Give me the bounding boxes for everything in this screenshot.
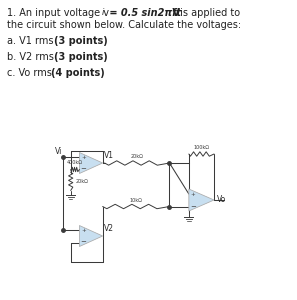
Text: +: + <box>81 228 86 233</box>
Polygon shape <box>79 152 103 173</box>
Text: V1: V1 <box>104 151 114 160</box>
Text: b. V2 rms: b. V2 rms <box>7 52 57 62</box>
Text: −: − <box>80 239 86 245</box>
Text: c. Vo rms: c. Vo rms <box>7 68 55 78</box>
Text: (3 points): (3 points) <box>54 52 108 62</box>
Text: Vi: Vi <box>55 147 63 156</box>
Text: V: V <box>168 8 179 18</box>
Text: the circuit shown below. Calculate the voltages:: the circuit shown below. Calculate the v… <box>7 20 241 30</box>
Text: 20kΩ: 20kΩ <box>131 154 143 159</box>
Text: = 0.5 sin2πft: = 0.5 sin2πft <box>105 8 181 18</box>
Text: 400kΩ: 400kΩ <box>67 160 83 166</box>
Text: +: + <box>190 191 195 196</box>
Text: 1. An input voltage v: 1. An input voltage v <box>7 8 109 18</box>
Text: Vo: Vo <box>217 196 226 205</box>
Text: 10kΩ: 10kΩ <box>129 197 143 202</box>
Polygon shape <box>79 226 103 247</box>
Text: −: − <box>190 204 196 210</box>
Text: (3 points): (3 points) <box>54 36 108 46</box>
Text: +: + <box>81 155 86 160</box>
Text: 20kΩ: 20kΩ <box>75 179 89 184</box>
Text: −: − <box>80 166 86 172</box>
Text: a. V1 rms: a. V1 rms <box>7 36 56 46</box>
Polygon shape <box>189 189 214 211</box>
Text: V2: V2 <box>104 224 114 233</box>
Text: i: i <box>102 8 104 17</box>
Text: 100kΩ: 100kΩ <box>193 145 209 150</box>
Text: is applied to: is applied to <box>177 8 240 18</box>
Text: (4 points): (4 points) <box>51 68 105 78</box>
